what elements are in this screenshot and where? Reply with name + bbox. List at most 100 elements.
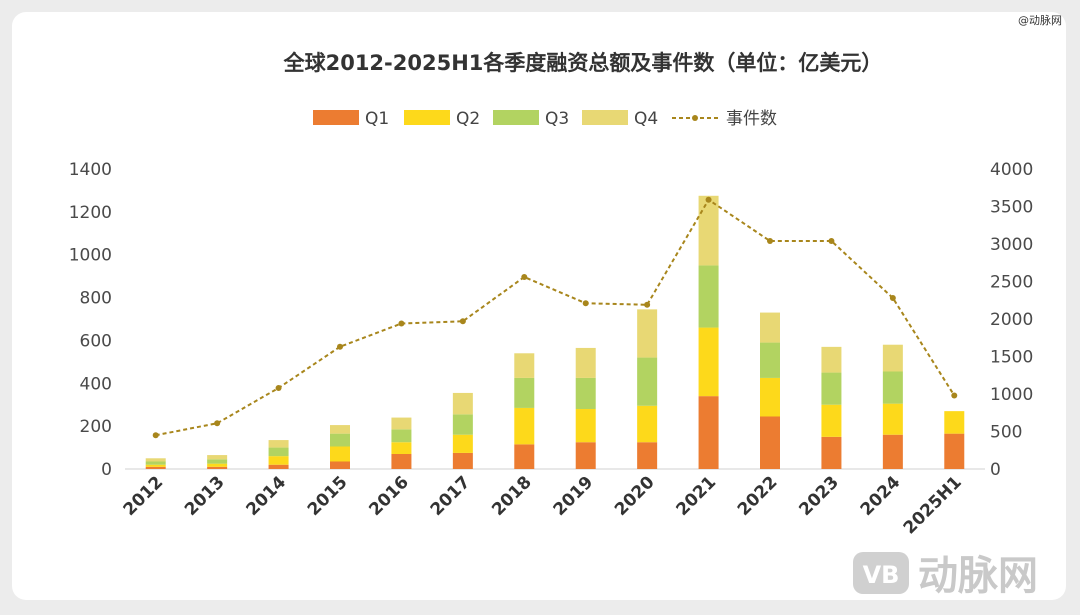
legend-swatch-q4	[582, 110, 628, 125]
bar-q4-2014	[268, 440, 289, 448]
bar-q4-2020	[637, 309, 658, 358]
bar-q4-2023	[821, 346, 842, 373]
y-left-tick: 800	[80, 289, 112, 309]
y-right-tick: 4000	[990, 160, 1033, 180]
bar-q4-2013	[207, 455, 228, 460]
event-count-point-2012	[152, 432, 159, 439]
event-count-point-2014	[275, 385, 282, 391]
bar-q2-2022	[760, 377, 780, 417]
bar-q3-2013	[207, 459, 228, 464]
bar-q1-2016	[391, 454, 412, 469]
bar-q1-2013	[207, 466, 228, 469]
watermark-logo-icon	[853, 552, 909, 594]
legend-marker-events	[692, 115, 698, 121]
bar-q1-2025h1	[944, 433, 965, 469]
legend-label-q1: Q1	[365, 109, 389, 129]
bar-q3-2018	[514, 377, 535, 408]
legend-label-events: 事件数	[726, 109, 777, 129]
watermark: VB 动脉网	[853, 552, 1038, 599]
bar-q3-2020	[637, 357, 658, 406]
y-right-tick: 3000	[990, 235, 1033, 255]
bar-q4-2015	[330, 425, 350, 434]
event-count-point-2022	[767, 238, 773, 244]
watermark-brand: 动脉网	[918, 553, 1038, 599]
bar-q1-2023	[821, 436, 842, 469]
event-count-point-2017	[459, 318, 466, 325]
legend-swatch-q1	[313, 110, 359, 125]
y-left-tick: 0	[101, 460, 112, 480]
y-right-tick: 1000	[990, 385, 1033, 405]
y-right-tick: 1500	[990, 348, 1033, 368]
bar-q2-2024	[882, 403, 903, 435]
bar-q1-2019	[575, 442, 596, 469]
y-left-tick: 200	[80, 417, 112, 437]
y-left-tick: 600	[80, 331, 112, 351]
x-tick-2022: 2022	[734, 472, 782, 520]
event-count-point-2025h1	[951, 392, 958, 399]
bar-q3-2012	[145, 461, 166, 465]
event-count-line	[152, 196, 958, 439]
event-count-point-2015	[337, 343, 343, 350]
event-count-point-2021	[705, 196, 712, 203]
x-tick-2023: 2023	[795, 472, 843, 520]
bar-q4-2022	[760, 312, 780, 343]
bar-q4-2012	[145, 458, 166, 462]
bar-q4-2016	[391, 417, 412, 430]
x-axis: 2012 2013 2014 2015 2016 2017 2018 2019 2020 2021…	[120, 472, 966, 538]
bar-q2-2018	[514, 407, 535, 445]
event-count-point-2016	[398, 320, 405, 327]
x-tick-2016: 2016	[365, 472, 413, 520]
bar-q2-2021	[698, 327, 719, 397]
y-left-tick: 400	[80, 374, 112, 394]
bar-q1-2020	[637, 442, 658, 469]
x-tick-2012: 2012	[120, 472, 168, 520]
bar-q1-2024	[882, 434, 903, 469]
bar-q1-2012	[145, 466, 166, 469]
y-right-tick: 3500	[990, 198, 1033, 218]
bar-q2-2016	[391, 442, 412, 454]
bar-q4-2018	[514, 353, 535, 378]
event-count-point-2020	[644, 301, 651, 308]
y-left-tick: 1200	[69, 203, 112, 223]
bar-q2-2025h1	[944, 411, 965, 434]
event-count-point-2024	[889, 295, 896, 301]
event-count-point-2023	[828, 238, 835, 244]
bar-q3-2022	[760, 342, 780, 378]
x-tick-2021: 2021	[672, 472, 720, 520]
bar-q3-2016	[391, 429, 412, 443]
bar-q1-2022	[760, 416, 780, 469]
bar-q2-2015	[330, 446, 350, 462]
bar-q1-2017	[452, 452, 473, 469]
x-tick-2019: 2019	[550, 472, 598, 520]
legend-label-q2: Q2	[456, 109, 480, 129]
bar-q4-2019	[575, 347, 596, 378]
bar-q1-2015	[330, 461, 350, 469]
y-right-tick: 2500	[990, 273, 1033, 293]
bar-q2-2013	[207, 463, 228, 467]
bar-q2-2017	[452, 434, 473, 453]
bar-q2-2019	[575, 409, 596, 443]
y-axis-right: 0 500 1000 1500 2000 2500 3000 3500 4000	[990, 160, 1033, 480]
bar-q4-2021	[698, 195, 719, 266]
bar-q4-2024	[882, 344, 903, 372]
y-right-tick: 500	[990, 423, 1022, 443]
bar-q3-2015	[330, 433, 350, 447]
legend-swatch-q2	[404, 110, 450, 125]
y-right-tick: 0	[990, 460, 1001, 480]
bar-q3-2021	[698, 265, 719, 328]
bar-q2-2020	[637, 405, 658, 443]
y-axis-left: 0 200 400 600 800 1000 1200 1400	[69, 160, 112, 480]
y-left-tick: 1400	[69, 160, 112, 180]
x-tick-2017: 2017	[427, 472, 475, 520]
event-count-polyline	[155, 198, 956, 437]
bar-q3-2023	[821, 372, 842, 405]
x-tick-2013: 2013	[181, 472, 229, 520]
bar-q4-2017	[452, 392, 473, 415]
x-tick-2020: 2020	[611, 472, 659, 520]
x-tick-2024: 2024	[857, 472, 905, 520]
event-count-point-2013	[214, 420, 221, 427]
bar-q3-2024	[882, 371, 903, 404]
chart-title: 全球2012-2025H1各季度融资总额及事件数（单位：亿美元）	[283, 51, 883, 75]
legend: Q1 Q2 Q3 Q4 事件数	[313, 109, 777, 129]
